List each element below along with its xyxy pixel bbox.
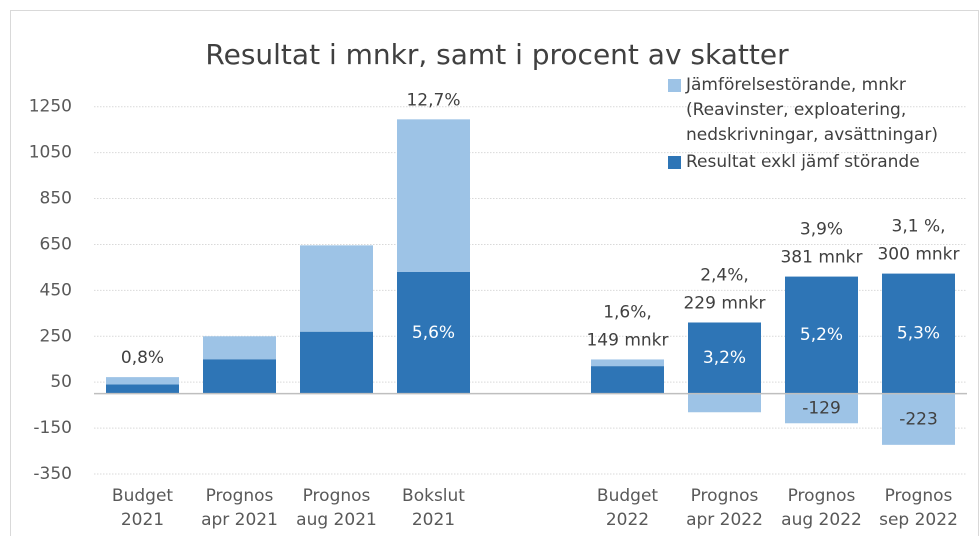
bar [785,276,858,394]
legend: Jämförelsestörande, mnkr (Reavinster, ex… [666,73,956,175]
y-tick-label: 1250 [29,97,72,117]
data-label: 5,3% [897,324,940,344]
data-label: 5,6% [412,323,455,343]
bar [882,393,955,445]
bar [300,331,373,394]
y-tick-label: -350 [33,464,72,484]
bar [688,322,761,394]
bar [203,336,276,360]
y-tick-label: 250 [40,326,72,346]
data-label: 381 mnkr [780,248,862,268]
bar [785,393,858,424]
y-tick-label: 650 [40,234,72,254]
x-tick-label: Prognos sep 2022 [879,486,958,530]
y-tick-label: -150 [33,418,72,438]
bar [591,366,664,394]
legend-item: Resultat exkl jämf störande [666,150,956,175]
bar [300,245,373,332]
data-label: 3,1 %, [892,217,946,237]
x-tick-label: Prognos apr 2022 [686,486,763,530]
data-label: 229 mnkr [683,293,765,313]
data-label: 5,2% [800,325,843,345]
data-label: 3,9% [800,220,843,240]
legend-swatch [668,79,681,92]
bar [397,271,470,394]
y-tick-label: 50 [50,372,72,392]
data-label: -129 [802,398,841,418]
data-label: 300 mnkr [877,245,959,265]
legend-label: Jämförelsestörande, mnkr (Reavinster, ex… [686,75,938,145]
x-tick-label: Prognos aug 2022 [781,486,862,530]
data-label: -223 [899,409,938,429]
x-tick-label: Budget 2021 [111,486,174,530]
bar [591,359,664,367]
y-tick-label: 1050 [29,143,72,163]
data-label: 1,6%, [603,302,652,322]
x-tick-label: Prognos apr 2021 [201,486,278,530]
bar [106,384,179,394]
x-tick-label: Budget 2022 [596,486,659,530]
data-label: 3,2% [703,348,746,368]
x-tick-label: Bokslut 2021 [402,486,465,530]
bar [397,119,470,272]
legend-swatch [668,156,681,169]
y-tick-label: 850 [40,189,72,209]
y-tick-label: 450 [40,280,72,300]
data-label: 12,7% [406,90,460,110]
data-label: 149 mnkr [586,330,668,350]
bar [106,377,179,385]
data-label: 2,4%, [700,265,749,285]
chart-title: Resultat i mnkr, samt i procent av skatt… [205,38,789,71]
data-label: 0,8% [121,348,164,368]
bar [882,273,955,394]
bar [688,393,761,413]
legend-label: Resultat exkl jämf störande [686,152,920,172]
x-tick-label: Prognos aug 2021 [296,486,377,530]
legend-item: Jämförelsestörande, mnkr (Reavinster, ex… [666,73,956,148]
bar [203,359,276,394]
